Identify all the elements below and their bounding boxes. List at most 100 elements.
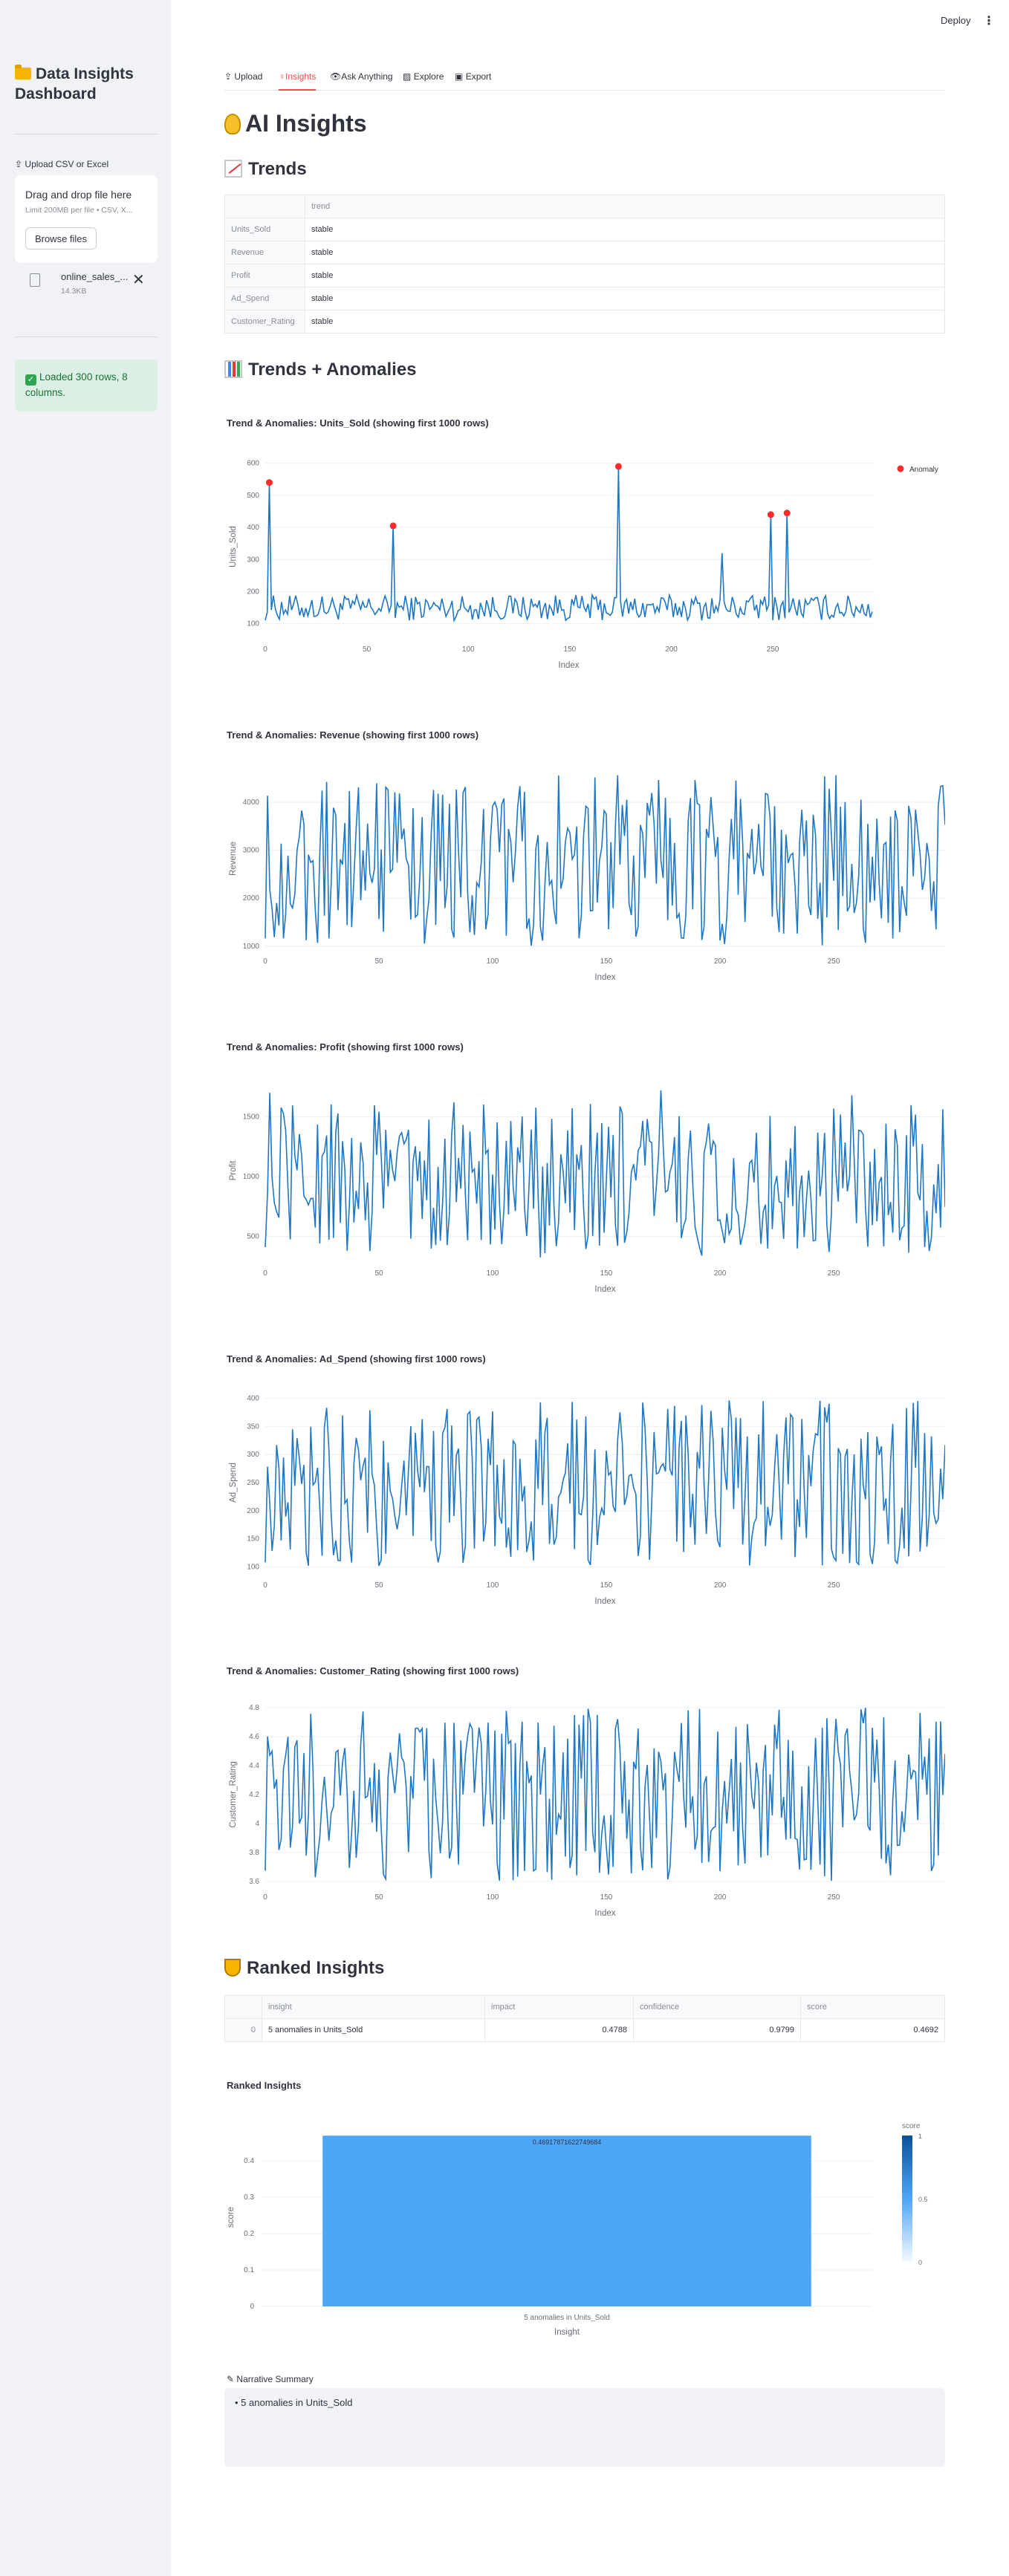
- anomaly-point: [783, 510, 791, 517]
- series-line: [265, 1400, 946, 1567]
- tab-explore[interactable]: ▨ Explore: [403, 71, 444, 91]
- y-tick-label: 300: [247, 556, 259, 564]
- row-index: Ad_Spend: [224, 287, 305, 310]
- memo-icon: ✎: [227, 2374, 235, 2384]
- x-axis-label: Index: [594, 973, 615, 982]
- trends-heading-text: Trends: [248, 159, 307, 179]
- file-dropzone[interactable]: Drag and drop file here Limit 200MB per …: [15, 175, 158, 263]
- profit-chart[interactable]: 500 1000 1500 0 50 100 150 200 250 Index Profit: [224, 1066, 946, 1307]
- table-cell: stable: [305, 218, 945, 241]
- tab-export[interactable]: ▣ Export: [455, 71, 491, 91]
- y-tick-label: 2000: [243, 894, 260, 902]
- x-tick-label: 100: [487, 1893, 499, 1902]
- revenue-chart-svg: 1000 2000 3000 4000 0 50 100 150 200 250 Index Reve…: [229, 775, 946, 982]
- table-row: 0 5 anomalies in Units_Sold 0.4788 0.979…: [224, 2018, 945, 2042]
- x-tick-label: 250: [828, 1893, 840, 1902]
- row-index: Customer_Rating: [224, 310, 305, 334]
- file-name: online_sales_...: [61, 271, 129, 282]
- x-axis-label: Index: [594, 1285, 615, 1294]
- table-cell: stable: [305, 264, 945, 287]
- table-cell: stable: [305, 241, 945, 264]
- x-tick-label: 5 anomalies in Units_Sold: [524, 2314, 610, 2322]
- revenue-chart[interactable]: 1000 2000 3000 4000 0 50 100 150 200 250 Index Reve…: [224, 754, 946, 995]
- eye-icon: 👁: [330, 71, 342, 82]
- legend-entry: Anomaly: [909, 466, 938, 474]
- table-header-cell: confidence: [633, 1995, 801, 2019]
- dropzone-title: Drag and drop file here: [25, 189, 132, 201]
- ad-spend-chart[interactable]: 100 150 200 250 300 350 400 0 50 100 150 200 250 Inde…: [224, 1378, 946, 1619]
- units-sold-chart[interactable]: 100 200 300 400 500 600 0 50 100 150 200 250 Index Un…: [224, 442, 945, 683]
- trends-table[interactable]: trend Units_Sold stable Revenue stable Pro…: [224, 195, 945, 334]
- x-tick-label: 50: [374, 1269, 383, 1278]
- y-tick-label: 0.1: [244, 2266, 254, 2274]
- colorbar: [902, 2136, 912, 2262]
- table-cell: 0.4788: [484, 2018, 634, 2042]
- table-row: Customer_Rating stable: [224, 310, 945, 334]
- series-line: [265, 775, 946, 946]
- y-tick-label: 350: [247, 1422, 259, 1431]
- units-sold-chart-svg: 100 200 300 400 500 600 0 50 100 150 200 250 Index Un…: [229, 460, 938, 670]
- x-tick-label: 0: [263, 1893, 267, 1902]
- anomalies-heading-text: Trends + Anomalies: [248, 360, 417, 380]
- x-tick-label: 50: [363, 645, 372, 654]
- x-tick-label: 50: [374, 1893, 383, 1902]
- y-tick-label: 3000: [243, 847, 260, 855]
- y-tick-label: 0: [250, 2303, 254, 2311]
- x-tick-label: 250: [828, 957, 840, 966]
- customer-rating-chart[interactable]: 3.6 3.8 4 4.2 4.4 4.6 4.8 0 50 100 150 200 250 Index C…: [224, 1690, 946, 1931]
- ranked-insights-chart[interactable]: 0 0.1 0.2 0.3 0.4 0.46917871622749684 5 anomal…: [224, 2113, 945, 2347]
- colorbar-tick-label: 1: [918, 2133, 922, 2140]
- narrative-textarea[interactable]: • 5 anomalies in Units_Sold: [224, 2388, 945, 2467]
- tab-upload[interactable]: ⇪ Upload: [224, 71, 262, 91]
- browse-files-button[interactable]: Browse files: [25, 227, 97, 250]
- chart-title-profit: Trend & Anomalies: Profit (showing first…: [227, 1041, 464, 1053]
- file-icon: [30, 273, 40, 287]
- upload-label: ⇪ Upload CSV or Excel: [15, 159, 108, 169]
- y-tick-label: 500: [247, 1233, 259, 1241]
- lightbulb-icon: [224, 114, 241, 134]
- y-tick-label: 4.6: [249, 1733, 259, 1741]
- table-row: Revenue stable: [224, 241, 945, 264]
- x-tick-label: 150: [600, 957, 613, 966]
- trends-heading: Trends: [224, 159, 307, 180]
- y-axis-label: Units_Sold: [229, 526, 238, 567]
- table-header-cell: score: [800, 1995, 945, 2019]
- file-size: 14.3KB: [61, 287, 87, 296]
- tab-insights[interactable]: ♀Insights: [279, 71, 317, 91]
- y-tick-label: 600: [247, 460, 259, 468]
- ranked-table[interactable]: insight impact confidence score 0 5 anom…: [224, 1995, 945, 2042]
- y-axis-label: Ad_Spend: [229, 1463, 238, 1503]
- chart-icon: ▨: [403, 71, 412, 82]
- y-tick-label: 400: [247, 524, 259, 532]
- x-tick-label: 250: [828, 1581, 840, 1590]
- anomaly-point: [265, 479, 273, 487]
- table-cell: 0.9799: [633, 2018, 801, 2042]
- x-tick-label: 150: [600, 1581, 613, 1590]
- y-tick-label: 400: [247, 1395, 259, 1403]
- main-menu-icon[interactable]: ⋮: [983, 15, 995, 27]
- table-header-cell: [224, 1995, 262, 2019]
- tab-ask-anything[interactable]: 👁Ask Anything: [330, 71, 393, 91]
- y-tick-label: 4: [255, 1820, 259, 1828]
- customer-rating-chart-svg: 3.6 3.8 4 4.2 4.4 4.6 4.8 0 50 100 150 200 250 Index C…: [229, 1704, 946, 1918]
- x-tick-label: 200: [665, 645, 678, 654]
- deploy-button[interactable]: Deploy: [941, 15, 971, 26]
- narrative-label-text: Narrative Summary: [236, 2374, 314, 2384]
- x-tick-label: 200: [714, 1269, 727, 1278]
- close-icon[interactable]: ✕: [132, 272, 145, 288]
- anomaly-point: [389, 522, 397, 530]
- x-tick-label: 0: [263, 645, 267, 654]
- table-header-cell: insight: [262, 1995, 485, 2019]
- bulb-icon: ♀: [279, 71, 285, 82]
- chart-title-revenue: Trend & Anomalies: Revenue (showing firs…: [227, 729, 479, 741]
- x-tick-label: 100: [462, 645, 475, 654]
- table-row: Profit stable: [224, 264, 945, 287]
- tab-explore-label: Explore: [413, 71, 444, 82]
- y-tick-label: 0.2: [244, 2230, 254, 2238]
- x-tick-label: 150: [564, 645, 577, 654]
- anomaly-point: [767, 511, 774, 518]
- x-tick-label: 150: [600, 1893, 613, 1902]
- y-tick-label: 100: [247, 1563, 259, 1571]
- x-tick-label: 100: [487, 1269, 499, 1278]
- table-row: Units_Sold stable: [224, 218, 945, 241]
